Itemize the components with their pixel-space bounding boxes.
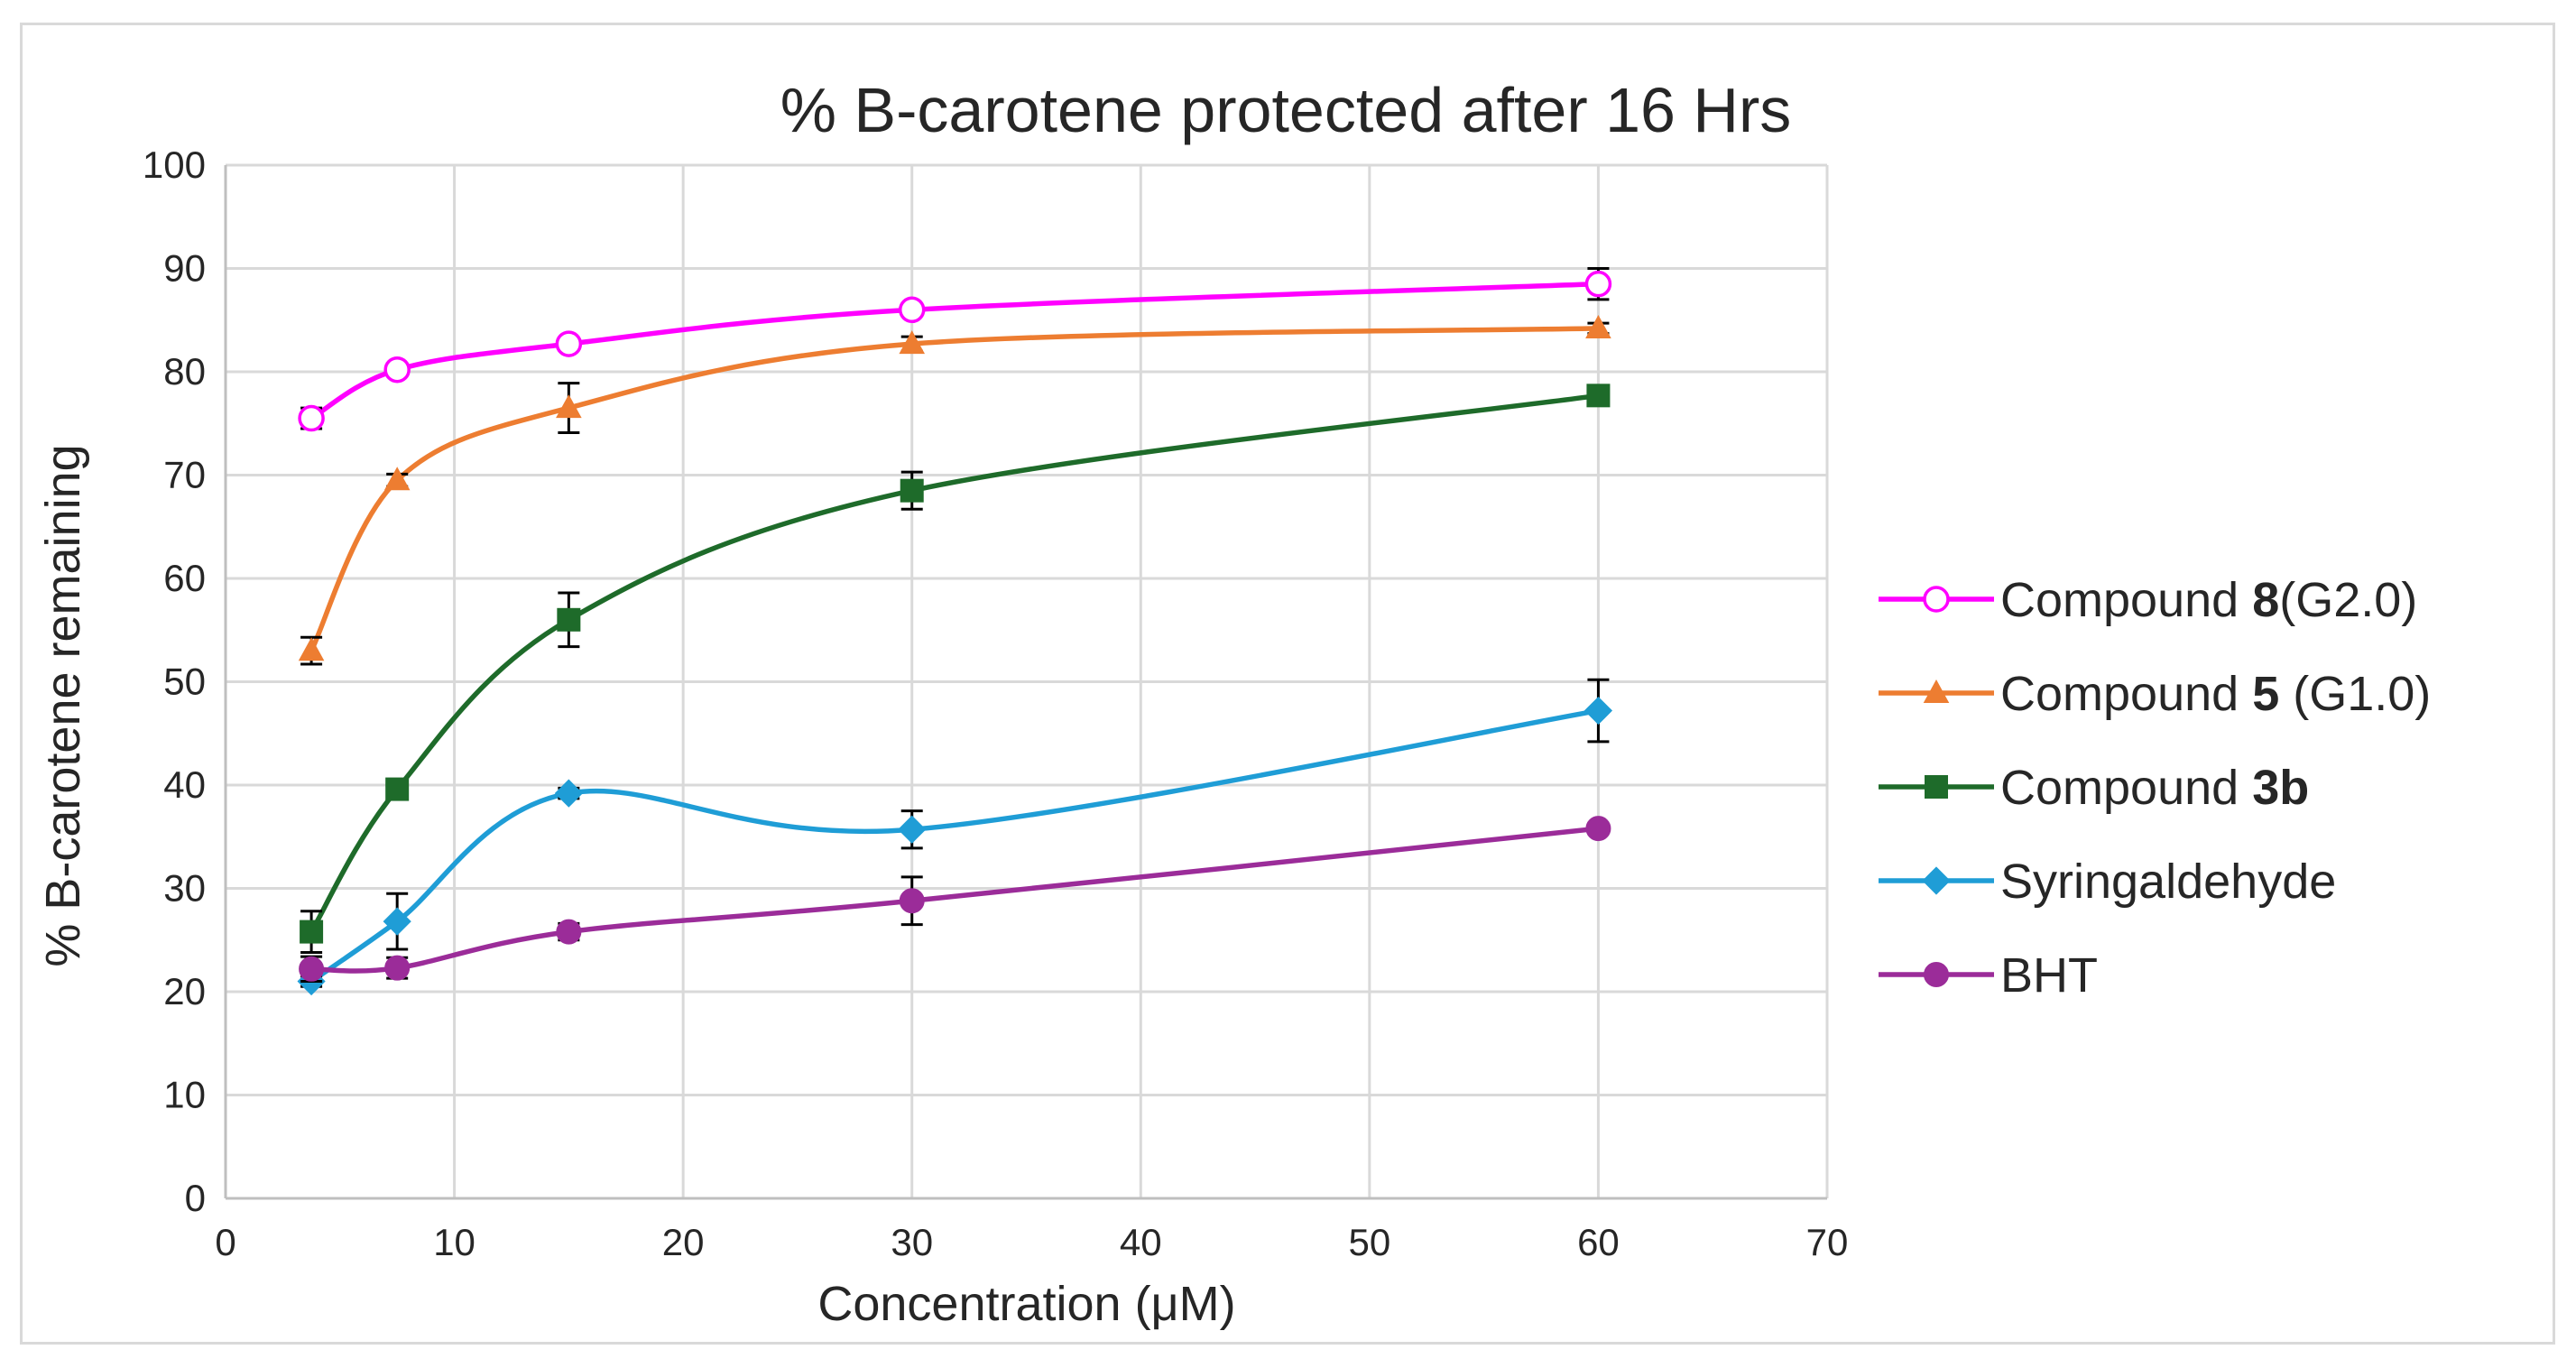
series-3 xyxy=(297,678,1613,996)
data-point-0-1 xyxy=(383,356,411,384)
data-point-3-2 xyxy=(554,779,583,808)
series-group xyxy=(297,267,1613,996)
y-tick-label-10: 100 xyxy=(143,143,206,186)
data-point-2-3 xyxy=(900,478,924,503)
chart-frame xyxy=(20,23,2555,1345)
x-tick-label-7: 70 xyxy=(1806,1221,1849,1263)
x-tick-labels: 0 10 20 30 40 50 60 70 xyxy=(215,1221,1848,1263)
y-tick-label-7: 70 xyxy=(163,454,206,496)
data-point-4-2 xyxy=(556,919,582,945)
data-point-1-0 xyxy=(298,637,325,661)
x-tick-label-6: 60 xyxy=(1577,1221,1620,1263)
data-point-3-4 xyxy=(1583,696,1613,726)
x-tick-label-1: 10 xyxy=(433,1221,475,1263)
data-point-1-1 xyxy=(383,467,411,491)
y-tick-labels: 0 10 20 30 40 50 60 70 80 90 100 xyxy=(143,143,206,1219)
legend-entry-2: Compound 3b xyxy=(1879,761,2309,815)
data-point-0-2 xyxy=(555,330,583,357)
data-point-2-4 xyxy=(1586,384,1611,408)
y-tick-label-4: 40 xyxy=(163,763,206,806)
series-line-0 xyxy=(309,281,1599,421)
series-1 xyxy=(298,314,1611,666)
y-tick-label-9: 90 xyxy=(163,247,206,290)
legend-marker-4 xyxy=(1924,962,1949,987)
gridlines xyxy=(224,163,1829,1200)
legend-label-3: Syringaldehyde xyxy=(2000,855,2336,909)
x-tick-label-2: 20 xyxy=(662,1221,705,1263)
data-point-1-4 xyxy=(1585,314,1611,338)
x-axis-label: Concentration (μM) xyxy=(817,1277,1235,1331)
data-point-4-0 xyxy=(299,956,325,982)
data-point-0-4 xyxy=(1584,270,1612,298)
y-axis-label: % B-carotene remaining xyxy=(36,444,90,966)
data-point-2-0 xyxy=(300,920,324,944)
y-tick-label-0: 0 xyxy=(185,1177,206,1219)
legend-label-0: Compound 8(G2.0) xyxy=(2000,573,2417,627)
data-point-1-3 xyxy=(899,330,926,355)
y-tick-label-3: 30 xyxy=(163,867,206,910)
data-point-2-1 xyxy=(385,777,410,801)
legend-entry-3: Syringaldehyde xyxy=(1879,855,2336,909)
series-line-1 xyxy=(309,326,1599,652)
series-0 xyxy=(298,267,1612,432)
x-tick-label-4: 40 xyxy=(1120,1221,1162,1263)
legend-marker-2 xyxy=(1925,775,1948,799)
legend-entry-0: Compound 8(G2.0) xyxy=(1879,573,2417,627)
legend-label-2: Compound 3b xyxy=(2000,761,2309,815)
legend: Compound 8(G2.0) Compound 5 (G1.0) Compoun… xyxy=(1879,573,2431,1003)
legend-marker-3 xyxy=(1922,866,1951,895)
legend-label-4: BHT xyxy=(2000,948,2098,1003)
axes xyxy=(224,165,1827,1200)
data-point-4-1 xyxy=(384,955,411,981)
data-point-2-2 xyxy=(557,607,581,632)
legend-marker-0 xyxy=(1923,586,1950,613)
x-tick-label-0: 0 xyxy=(215,1221,235,1263)
data-point-0-3 xyxy=(898,296,926,324)
data-point-3-1 xyxy=(383,907,411,936)
y-tick-label-5: 50 xyxy=(163,661,206,703)
y-tick-label-8: 80 xyxy=(163,350,206,393)
chart-title: % B-carotene protected after 16 Hrs xyxy=(780,75,1792,145)
legend-label-1: Compound 5 (G1.0) xyxy=(2000,667,2431,721)
data-point-1-2 xyxy=(556,394,582,419)
y-tick-label-2: 20 xyxy=(163,970,206,1012)
x-tick-label-5: 50 xyxy=(1348,1221,1390,1263)
data-point-3-3 xyxy=(898,815,927,844)
series-line-4 xyxy=(311,826,1599,974)
series-4 xyxy=(299,816,1611,984)
legend-entry-4: BHT xyxy=(1879,948,2098,1003)
data-point-4-4 xyxy=(1585,816,1611,842)
y-tick-label-6: 60 xyxy=(163,557,206,599)
series-2 xyxy=(300,384,1611,954)
legend-marker-1 xyxy=(1923,679,1950,704)
legend-entry-1: Compound 5 (G1.0) xyxy=(1879,667,2431,721)
data-point-4-3 xyxy=(899,888,925,914)
y-tick-label-1: 10 xyxy=(163,1074,206,1116)
data-point-0-0 xyxy=(298,404,325,432)
x-tick-label-3: 30 xyxy=(891,1221,933,1263)
